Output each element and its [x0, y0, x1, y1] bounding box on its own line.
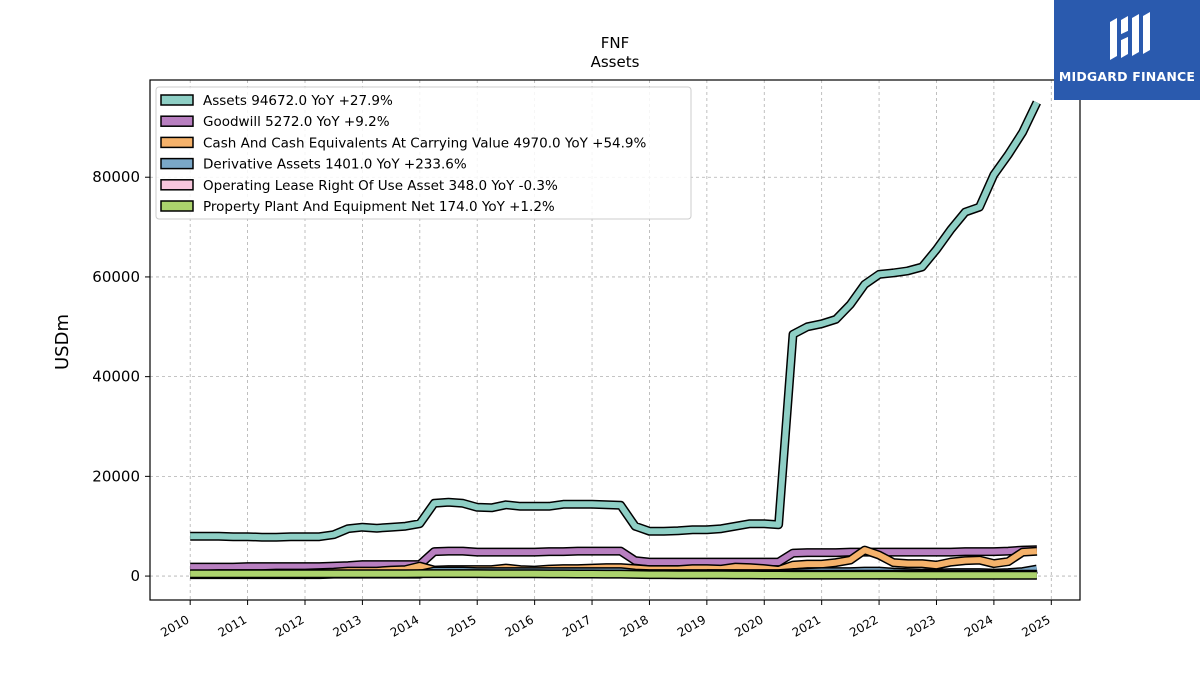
- y-tick-label: 60000: [92, 268, 140, 286]
- x-tick-label: 2017: [560, 612, 593, 639]
- legend-swatch: [160, 136, 194, 149]
- x-tick-label: 2022: [847, 612, 880, 639]
- legend-label: Derivative Assets 1401.0 YoY +233.6%: [203, 157, 467, 173]
- x-tick-label: 2018: [617, 612, 650, 639]
- x-tick-label: 2013: [330, 612, 363, 639]
- legend-swatch: [160, 115, 194, 127]
- x-tick-label: 2014: [388, 612, 421, 639]
- y-tick-label: 0: [130, 567, 140, 585]
- legend: Assets 94672.0 YoY +27.9% Goodwill 5272.0…: [155, 86, 692, 220]
- series-1: [190, 545, 1037, 572]
- legend-swatch: [160, 94, 194, 106]
- chart-subtitle: Assets: [591, 53, 640, 71]
- brand-mark-icon: [1110, 12, 1150, 60]
- plot-series: [190, 100, 1041, 580]
- y-tick-label: 20000: [92, 467, 140, 485]
- x-tick-label: 2025: [1019, 612, 1052, 639]
- y-tick-label: 40000: [92, 368, 140, 386]
- x-tick-label: 2020: [732, 612, 765, 639]
- brand-name: MIDGARD FINANCE: [1058, 69, 1196, 84]
- legend-box: [155, 86, 692, 220]
- x-tick-label: 2015: [445, 612, 478, 639]
- x-tick-label: 2023: [905, 612, 938, 639]
- series-line: [190, 570, 1037, 579]
- y-axis-ticks: 0 20000 40000 60000 80000: [92, 168, 150, 585]
- y-axis-label: USDm: [52, 314, 73, 370]
- legend-swatch: [160, 157, 194, 170]
- x-tick-label: 2011: [216, 612, 249, 639]
- x-tick-label: 2024: [962, 612, 995, 639]
- legend-label: Operating Lease Right Of Use Asset 348.0…: [203, 178, 558, 194]
- brand-logo: MIDGARD FINANCE: [1054, 0, 1200, 100]
- x-tick-label: 2021: [790, 612, 823, 639]
- legend-label: Cash And Cash Equivalents At Carrying Va…: [203, 135, 647, 151]
- x-tick-label: 2010: [158, 612, 191, 639]
- x-axis-ticks: 2010 2011 2012 2013 2014 2015 2016 2017 2018 2019…: [158, 600, 1053, 640]
- series-line: [190, 546, 1037, 571]
- plot-frame: [149, 79, 1081, 601]
- x-tick-label: 2016: [503, 612, 536, 639]
- chart-title: FNF: [601, 34, 629, 52]
- legend-label: Property Plant And Equipment Net 174.0 Y…: [203, 199, 555, 215]
- series-line: [190, 101, 1040, 541]
- series-5: [190, 569, 1037, 580]
- x-tick-label: 2019: [675, 612, 708, 639]
- legend-label: Assets 94672.0 YoY +27.9%: [203, 93, 393, 109]
- x-tick-label: 2012: [273, 612, 306, 639]
- legend-swatch: [160, 179, 194, 191]
- y-tick-label: 80000: [92, 168, 140, 186]
- series-0: [190, 100, 1041, 542]
- legend-label: Goodwill 5272.0 YoY +9.2%: [203, 114, 390, 130]
- legend-swatch: [160, 200, 194, 212]
